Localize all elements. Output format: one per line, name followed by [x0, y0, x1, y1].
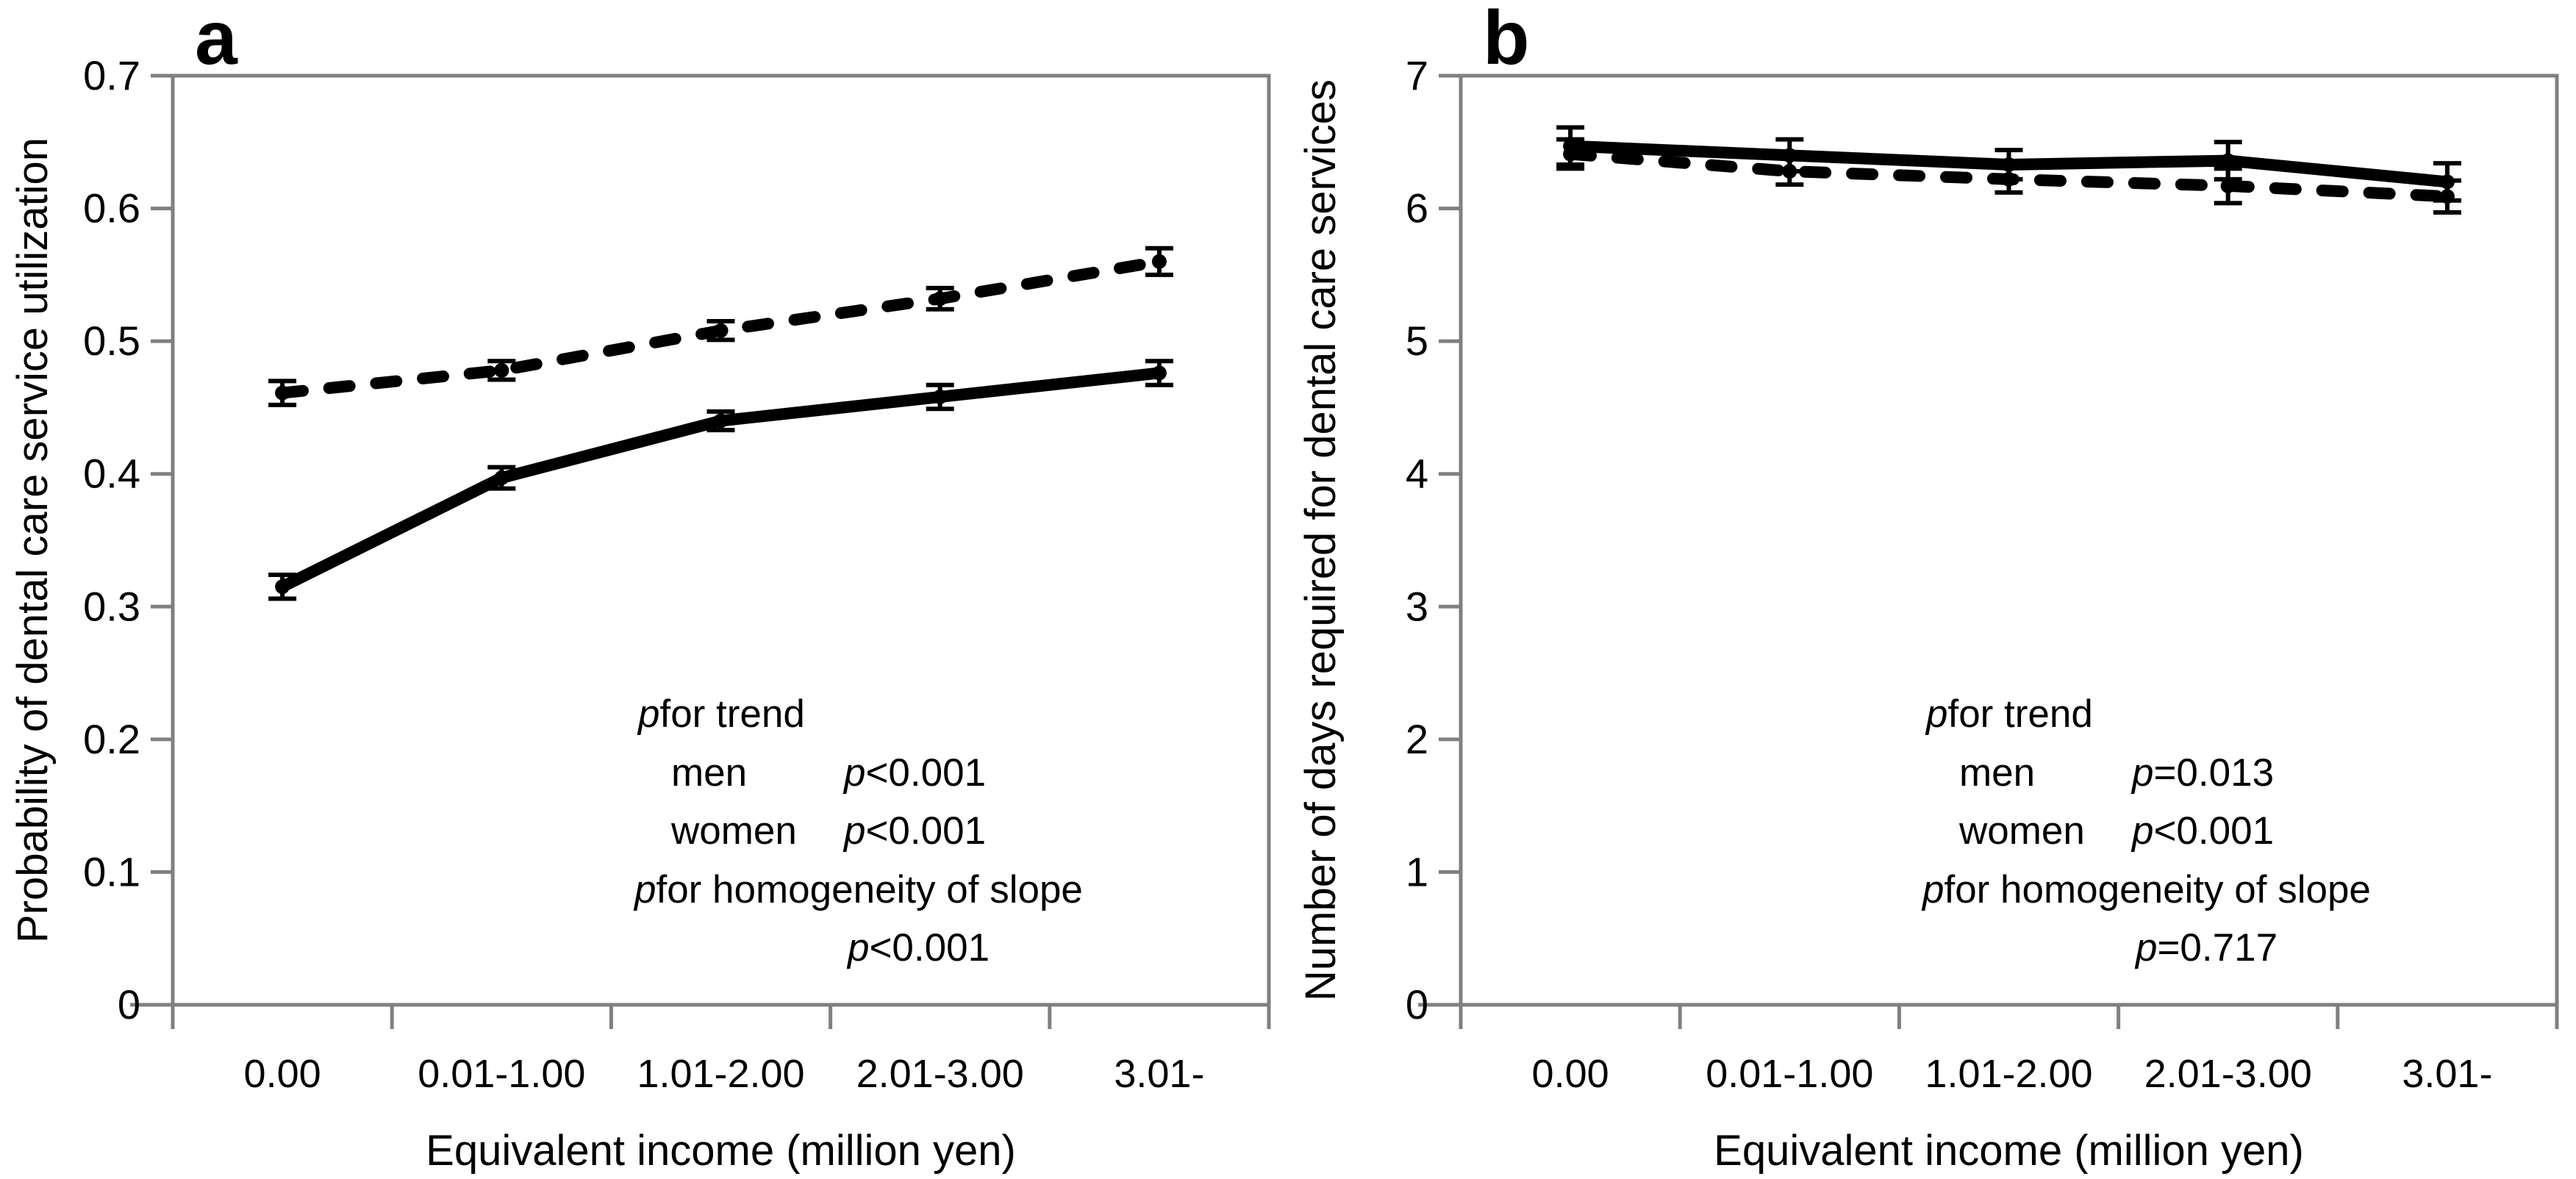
x-tick-label: 1.01-2.00: [1925, 1052, 2092, 1096]
series-women: [268, 246, 1173, 407]
p-symbol: p: [844, 809, 866, 853]
data-point: [2439, 189, 2455, 204]
p-symbol: p: [634, 867, 656, 911]
data-point: [713, 413, 729, 429]
x-axis-title: Equivalent income (million yen): [1714, 1127, 2304, 1175]
women-label: women: [671, 809, 797, 853]
y-tick-label: 0.1: [83, 848, 140, 895]
men-p-value: p=0.013: [2132, 750, 2275, 795]
data-point: [494, 470, 509, 486]
women-p-row: women p<0.001: [671, 802, 1160, 861]
data-point: [494, 362, 509, 378]
x-tick-label: 1.01-2.00: [637, 1052, 804, 1096]
y-tick-label: 4: [1406, 451, 1428, 497]
y-tick-label: 0.3: [83, 583, 140, 629]
x-tick-label: 3.01-: [2402, 1052, 2492, 1096]
y-tick-label: 0.2: [83, 716, 140, 762]
x-axis: 0.00 0.01-1.00 1.01-2.00 2.01-3.00 3.01-: [1459, 1005, 2559, 1096]
women-p-row: women p<0.001: [1959, 802, 2448, 861]
x-tick-label: 0.01-1.00: [418, 1052, 585, 1096]
chart-panel-a: 0 0.1 0.2 0.3 0.4 0.5 0.6 0.7 0.00 0.01-1.00 1.01-…: [9, 0, 1271, 1175]
homogeneity-heading: p for homogeneity of slope: [1922, 861, 2448, 920]
x-axis-title: Equivalent income (million yen): [426, 1127, 1016, 1175]
men-p-value: p<0.001: [844, 750, 987, 795]
y-tick-label: 0.4: [83, 451, 140, 497]
y-tick-label: 0.5: [83, 318, 140, 364]
data-point: [1782, 164, 1797, 179]
p-symbol: p: [638, 692, 660, 736]
y-tick-label: 6: [1406, 185, 1428, 232]
x-tick-label: 0.00: [1532, 1052, 1609, 1096]
p-symbol: p: [2136, 926, 2158, 970]
p-symbol: p: [2132, 750, 2154, 795]
y-tick-label: 0: [1406, 981, 1428, 1028]
panel-a: 0 0.1 0.2 0.3 0.4 0.5 0.6 0.7 0.00 0.01-1.00 1.01-…: [9, 0, 1271, 1175]
p-values-note-a: p for trend men p<0.001 women p<0.001 p fo…: [631, 685, 1160, 978]
x-axis: 0.00 0.01-1.00 1.01-2.00 2.01-3.00 3.01-: [171, 1005, 1271, 1096]
p-values-note-b: p for trend men p=0.013 women p<0.001 p fo…: [1919, 685, 2448, 978]
chart-panel-b: 0 1 2 3 4 5 6 7 0.00 0.01-1.00 1.01-2.00 2.01-3.00 3…: [1297, 0, 2559, 1175]
x-tick-label: 2.01-3.00: [856, 1052, 1024, 1096]
slope-p-value: p <0.001: [848, 919, 1160, 978]
men-p-row: men p=0.013: [1959, 744, 2448, 803]
men-line: [276, 367, 1165, 593]
y-axis: 0 1 2 3 4 5 6 7: [1406, 52, 1461, 1028]
p-symbol: p: [1922, 867, 1944, 911]
data-point: [932, 291, 948, 307]
data-point: [275, 385, 290, 401]
y-tick-label: 1: [1406, 848, 1428, 895]
homogeneity-text: for homogeneity of slope: [1944, 867, 2371, 911]
panel-letter: b: [1483, 0, 1530, 81]
y-tick-label: 5: [1406, 318, 1428, 364]
data-point: [2001, 171, 2017, 187]
x-tick-label: 0.00: [244, 1052, 321, 1096]
series-men: [268, 359, 1173, 601]
p-for-trend-heading: p for trend: [638, 685, 1160, 744]
data-point: [1151, 365, 1167, 381]
data-point: [275, 579, 290, 595]
y-tick-label: 7: [1406, 52, 1428, 98]
y-axis-title: Probability of dental care service utili…: [9, 137, 57, 943]
data-point: [2220, 178, 2236, 193]
data-point: [1563, 146, 1578, 162]
women-label: women: [1959, 809, 2085, 853]
p-for-trend-heading: p for trend: [1926, 685, 2448, 744]
y-tick-label: 2: [1406, 716, 1428, 762]
p-symbol: p: [1926, 692, 1948, 736]
data-point: [932, 389, 948, 404]
y-axis: 0 0.1 0.2 0.3 0.4 0.5 0.6 0.7: [83, 52, 173, 1028]
homogeneity-heading: p for homogeneity of slope: [634, 861, 1160, 920]
men-p-row: men p<0.001: [671, 744, 1160, 803]
women-p-value: p<0.001: [844, 809, 987, 853]
y-tick-label: 0.7: [83, 52, 140, 98]
panel-letter: a: [195, 0, 238, 81]
data-point: [713, 323, 729, 338]
women-p-value: p<0.001: [2132, 809, 2275, 853]
men-label: men: [1959, 750, 2036, 795]
trend-text: for trend: [659, 692, 805, 736]
p-symbol: p: [844, 750, 866, 795]
y-tick-label: 0: [118, 981, 140, 1028]
trend-text: for trend: [1947, 692, 2093, 736]
data-point: [2220, 153, 2236, 168]
y-tick-label: 3: [1406, 583, 1428, 629]
y-tick-label: 0.6: [83, 185, 140, 232]
data-point: [1151, 254, 1167, 269]
x-tick-label: 0.01-1.00: [1706, 1052, 1873, 1096]
men-label: men: [671, 750, 748, 795]
p-symbol: p: [848, 926, 870, 970]
homogeneity-text: for homogeneity of slope: [656, 867, 1083, 911]
p-symbol: p: [2132, 809, 2154, 853]
panel-b: 0 1 2 3 4 5 6 7 0.00 0.01-1.00 1.01-2.00 2.01-3.00 3…: [1288, 0, 2576, 1179]
slope-p-value: p =0.717: [2136, 919, 2448, 978]
series-women: [1556, 137, 2461, 215]
y-axis-title: Number of days required for dental care …: [1297, 79, 1345, 1001]
x-tick-label: 2.01-3.00: [2144, 1052, 2312, 1096]
x-tick-label: 3.01-: [1114, 1052, 1204, 1096]
